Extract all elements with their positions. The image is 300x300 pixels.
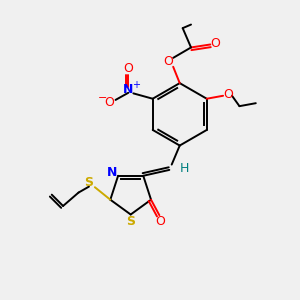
Text: N: N	[106, 166, 117, 179]
Text: O: O	[224, 88, 233, 101]
Text: O: O	[211, 37, 220, 50]
Text: +: +	[132, 80, 140, 90]
Text: O: O	[155, 215, 165, 228]
Text: S: S	[84, 176, 93, 189]
Text: H: H	[179, 162, 189, 175]
Text: −: −	[98, 93, 107, 103]
Text: N: N	[123, 83, 134, 96]
Text: O: O	[163, 55, 173, 68]
Text: O: O	[123, 62, 133, 75]
Text: S: S	[126, 214, 135, 227]
Text: O: O	[104, 96, 114, 110]
